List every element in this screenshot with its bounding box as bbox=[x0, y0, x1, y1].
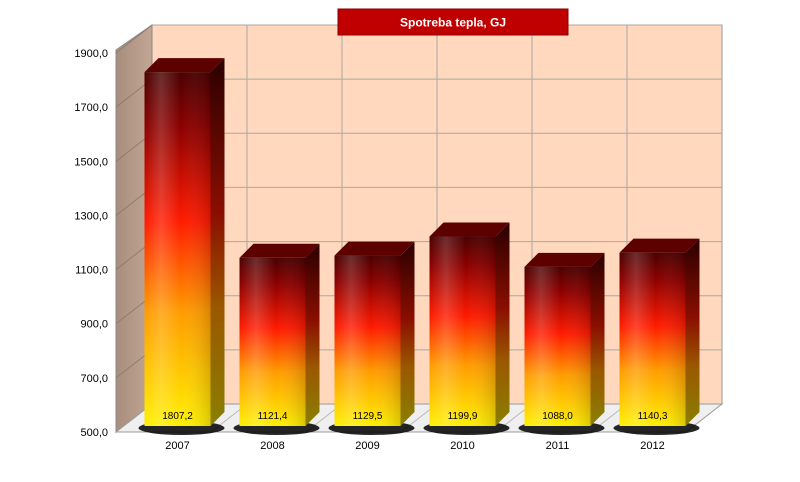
bar-side bbox=[210, 58, 225, 426]
bar-top bbox=[524, 252, 605, 267]
data-label: 1129,5 bbox=[353, 411, 383, 422]
y-tick-label: 1500,0 bbox=[74, 156, 108, 168]
bar-shine bbox=[144, 72, 211, 426]
data-label: 1199,9 bbox=[448, 411, 478, 422]
x-tick-label: 2012 bbox=[640, 440, 664, 452]
bar-2007: 1807,2 bbox=[138, 58, 225, 435]
data-label: 1121,4 bbox=[258, 411, 288, 422]
bar-shine bbox=[239, 257, 306, 426]
bar-2012: 1140,3 bbox=[613, 238, 700, 435]
x-tick-label: 2011 bbox=[546, 440, 570, 452]
bar-shine bbox=[334, 255, 401, 426]
bar-2009: 1129,5 bbox=[328, 241, 415, 435]
bar-top bbox=[239, 243, 320, 258]
y-tick-label: 1100,0 bbox=[75, 265, 108, 277]
x-axis: 2007 2008 2009 2010 2011 2012 bbox=[165, 440, 664, 452]
y-tick-label: 1300,0 bbox=[74, 210, 108, 222]
y-tick-label: 1700,0 bbox=[74, 102, 108, 114]
bar-shine bbox=[524, 266, 591, 426]
bar-top bbox=[144, 58, 225, 73]
bar-2010: 1199,9 bbox=[423, 222, 510, 435]
data-label: 1088,0 bbox=[542, 411, 573, 422]
y-tick-label: 900,0 bbox=[80, 319, 108, 331]
y-tick-label: 500,0 bbox=[80, 427, 108, 439]
title-background bbox=[337, 8, 569, 36]
bar-shine bbox=[619, 252, 686, 426]
chart-title: Spotreba tepla, GJ bbox=[400, 16, 506, 30]
y-tick-label: 700,0 bbox=[80, 373, 108, 385]
bar-top bbox=[429, 222, 510, 237]
bar-side bbox=[590, 252, 605, 426]
chart-title-box: Spotreba tepla, GJ bbox=[337, 8, 569, 36]
x-tick-label: 2007 bbox=[165, 440, 189, 452]
x-tick-label: 2008 bbox=[260, 440, 284, 452]
side-gridline bbox=[115, 24, 153, 54]
y-tick-label: 1900,0 bbox=[74, 48, 108, 60]
bars: 1807,2 1121,4 1129,5 1199,9 1088,0 1140,3 bbox=[138, 58, 700, 435]
data-label: 1140,3 bbox=[638, 411, 668, 422]
bar-2008: 1121,4 bbox=[233, 243, 320, 435]
bar-shine bbox=[429, 236, 496, 426]
bar-side bbox=[495, 222, 510, 426]
bar-2011: 1088,0 bbox=[518, 252, 605, 435]
bar-top bbox=[334, 241, 415, 256]
bar-side bbox=[400, 241, 415, 426]
bar-side bbox=[685, 238, 700, 426]
bar-top bbox=[619, 238, 700, 253]
x-tick-label: 2010 bbox=[450, 440, 474, 452]
y-axis: 500,0 700,0 900,0 1100,0 1300,0 1500,0 1700,0 1… bbox=[74, 48, 108, 439]
data-label: 1807,2 bbox=[162, 411, 193, 422]
bar-side bbox=[305, 243, 320, 426]
x-tick-label: 2009 bbox=[355, 440, 379, 452]
